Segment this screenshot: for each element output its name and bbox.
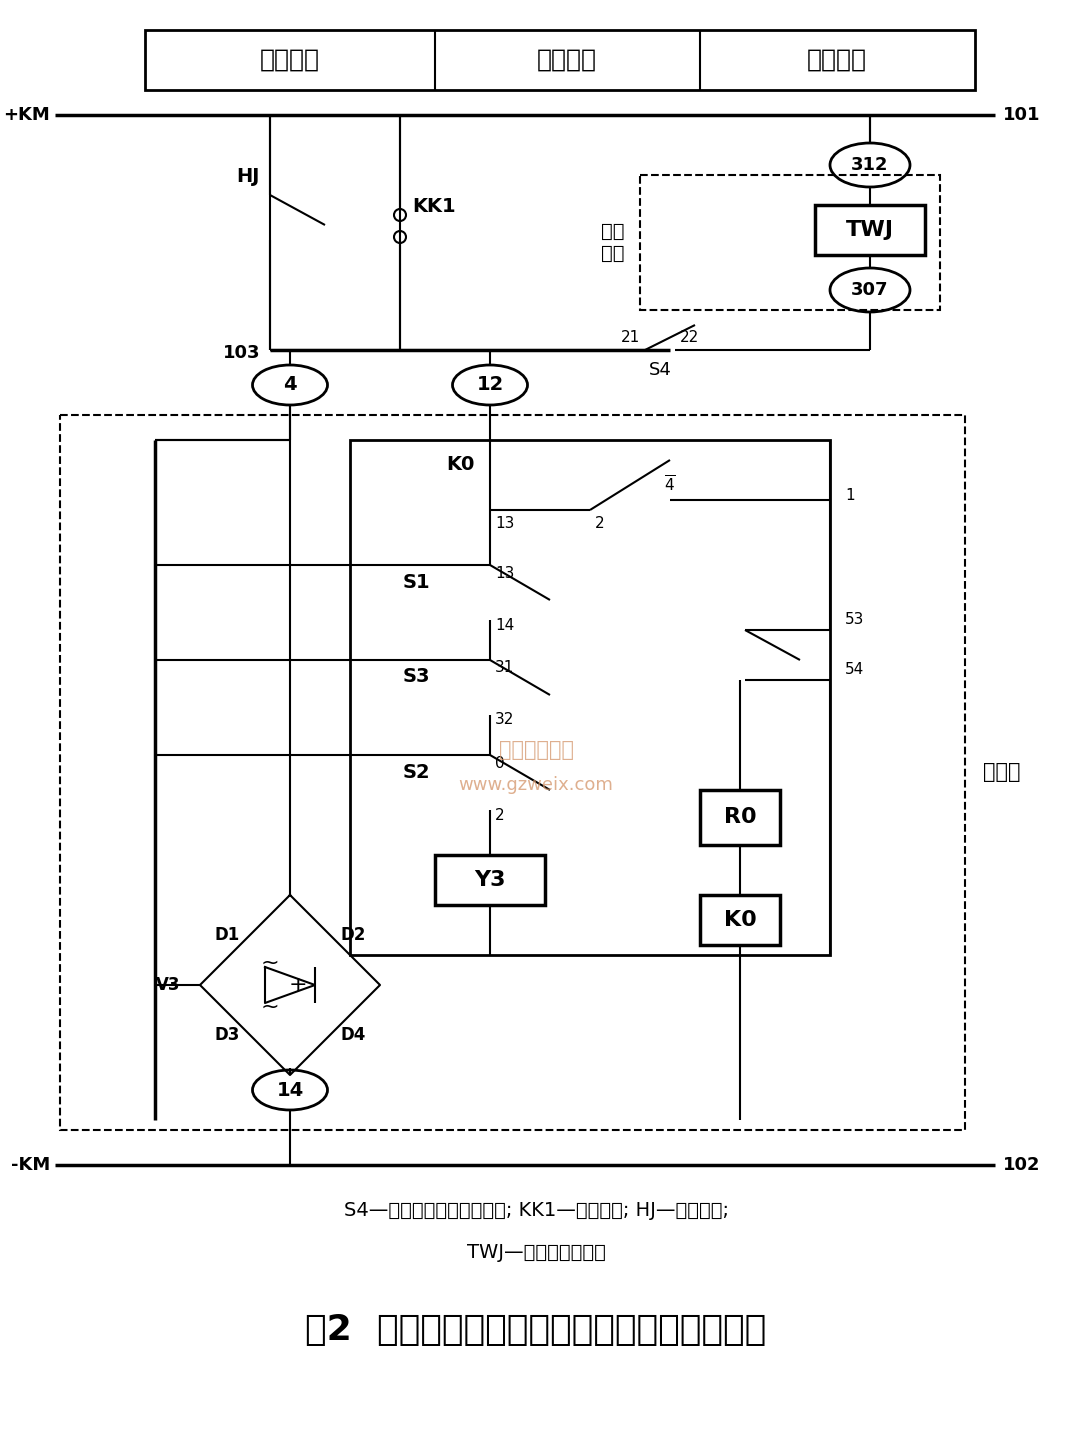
Text: 微机
保护: 微机 保护 xyxy=(602,221,624,263)
Text: K0: K0 xyxy=(445,455,474,475)
Text: 312: 312 xyxy=(851,156,888,173)
Text: D1: D1 xyxy=(215,926,239,944)
Text: K0: K0 xyxy=(723,910,756,930)
Bar xyxy=(350,440,831,954)
Text: HJ: HJ xyxy=(237,168,260,186)
Text: KK1: KK1 xyxy=(412,198,456,217)
Text: 跳位监视: 跳位监视 xyxy=(807,48,867,72)
Text: +: + xyxy=(289,975,307,995)
Ellipse shape xyxy=(252,365,327,404)
Text: 32: 32 xyxy=(495,712,514,728)
Text: -KM: -KM xyxy=(11,1157,50,1174)
Text: 1: 1 xyxy=(846,488,854,503)
Bar xyxy=(700,895,780,944)
Text: 2: 2 xyxy=(596,517,604,531)
Text: $\overline{4}$: $\overline{4}$ xyxy=(664,475,676,495)
Bar xyxy=(435,855,545,905)
Ellipse shape xyxy=(831,143,910,188)
Bar xyxy=(815,205,925,256)
Text: 图2  断路器合闸、防跳及跳位监视接线原理图: 图2 断路器合闸、防跳及跳位监视接线原理图 xyxy=(306,1313,766,1347)
Text: 102: 102 xyxy=(1003,1157,1041,1174)
Ellipse shape xyxy=(453,365,528,404)
Text: +KM: +KM xyxy=(3,105,50,124)
Text: 101: 101 xyxy=(1003,105,1041,124)
Text: 12: 12 xyxy=(476,375,503,394)
Text: S2: S2 xyxy=(402,762,430,781)
Circle shape xyxy=(394,231,406,243)
Text: 14: 14 xyxy=(495,618,514,632)
Text: Y3: Y3 xyxy=(474,869,505,890)
Circle shape xyxy=(394,209,406,221)
Text: D3: D3 xyxy=(215,1027,239,1044)
Text: 0: 0 xyxy=(495,755,504,771)
Text: 14: 14 xyxy=(277,1080,304,1099)
Text: 13: 13 xyxy=(495,566,514,580)
Bar xyxy=(700,790,780,845)
Text: D2: D2 xyxy=(340,926,366,944)
Text: 31: 31 xyxy=(495,660,514,676)
Text: 22: 22 xyxy=(680,331,700,345)
Text: V3: V3 xyxy=(156,976,180,993)
Text: S4—与主轴联动的辅助开关; KK1—合闸按钮; HJ—合闸接点;: S4—与主轴联动的辅助开关; KK1—合闸按钮; HJ—合闸接点; xyxy=(343,1200,729,1220)
Text: 合闸回路: 合闸回路 xyxy=(260,48,320,72)
Text: 21: 21 xyxy=(621,331,640,345)
Text: D4: D4 xyxy=(340,1027,366,1044)
Text: S1: S1 xyxy=(402,572,430,592)
Bar xyxy=(640,175,940,310)
Text: TWJ—跳位监视继电器: TWJ—跳位监视继电器 xyxy=(467,1242,605,1262)
Text: S4: S4 xyxy=(648,361,672,378)
Text: ~: ~ xyxy=(261,996,279,1017)
Text: 精通维修下载: 精通维修下载 xyxy=(499,739,573,760)
Text: 53: 53 xyxy=(846,612,865,628)
Ellipse shape xyxy=(831,269,910,312)
Text: www.gzweix.com: www.gzweix.com xyxy=(458,775,614,794)
Text: R0: R0 xyxy=(723,807,756,827)
Text: 防跳回路: 防跳回路 xyxy=(536,48,597,72)
Text: 54: 54 xyxy=(846,663,864,677)
Ellipse shape xyxy=(252,1070,327,1110)
Text: 307: 307 xyxy=(851,282,888,299)
Bar xyxy=(60,414,965,1131)
Text: 断路器: 断路器 xyxy=(983,762,1020,783)
Text: TWJ: TWJ xyxy=(846,219,894,240)
Text: 2: 2 xyxy=(495,807,504,823)
Text: 13: 13 xyxy=(495,517,514,531)
Text: 103: 103 xyxy=(222,344,260,362)
Text: ~: ~ xyxy=(261,953,279,973)
Text: 4: 4 xyxy=(283,375,297,394)
Text: S3: S3 xyxy=(402,667,430,686)
Bar xyxy=(145,30,975,90)
